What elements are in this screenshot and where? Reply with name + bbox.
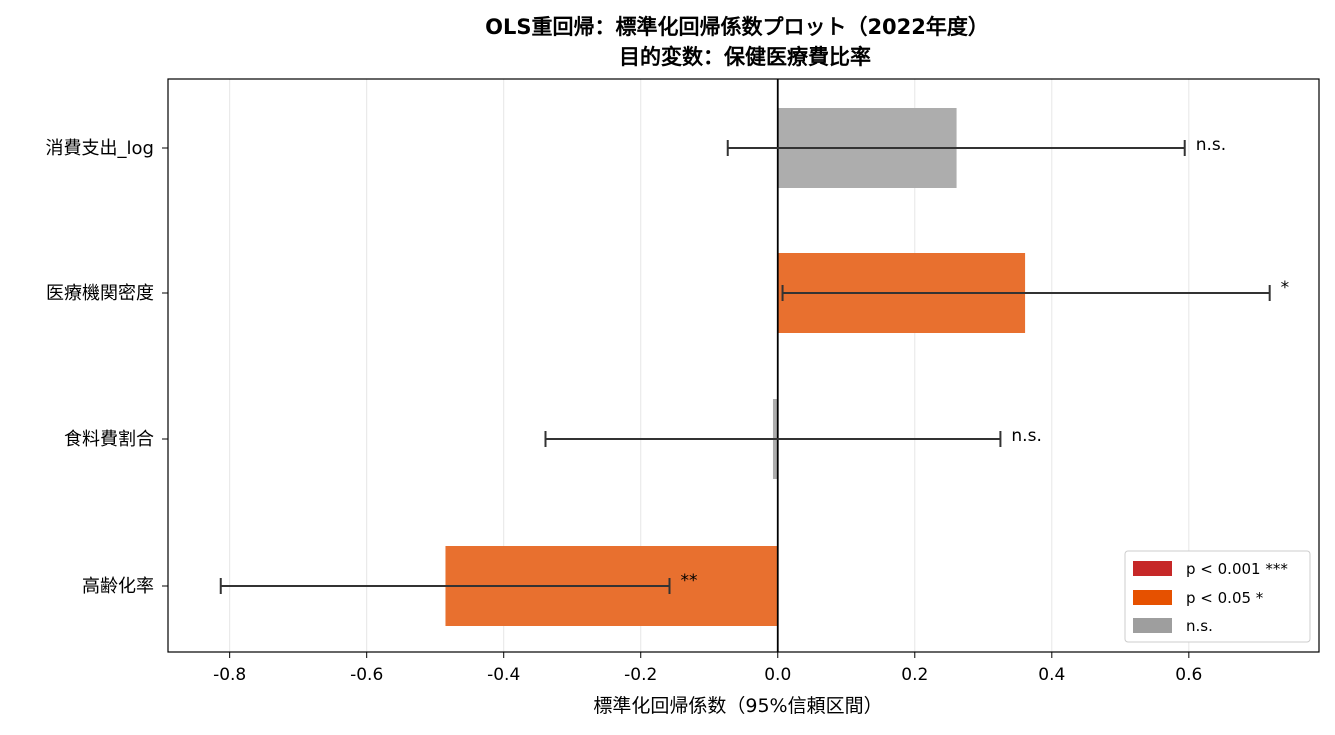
x-tick-label: -0.4	[487, 665, 520, 685]
x-axis-title: 標準化回帰係数（95%信頼区間）	[593, 695, 882, 717]
bars	[445, 108, 1026, 626]
legend: p < 0.001 *** p < 0.05 * n.s.	[1124, 550, 1311, 643]
x-tick-label: 0.2	[901, 665, 928, 685]
chart-title-line-2: 目的変数：保健医療費比率	[619, 45, 871, 69]
plot-frame	[167, 78, 1320, 653]
chart-title-line-1: OLS重回帰：標準化回帰係数プロット（2022年度）	[485, 15, 989, 39]
significance-label: *	[1281, 278, 1290, 298]
legend-label-ns: n.s.	[1186, 617, 1213, 635]
legend-swatch-ns	[1133, 618, 1172, 633]
error-bars	[219, 140, 1271, 594]
significance-label: n.s.	[1011, 426, 1041, 446]
significance-label: n.s.	[1196, 135, 1226, 155]
legend-label-p001: p < 0.001 ***	[1186, 560, 1288, 578]
x-tick-label: -0.8	[213, 665, 246, 685]
x-tick-label: 0.6	[1175, 665, 1202, 685]
legend-swatch-p001	[1133, 561, 1172, 576]
x-tick-label: -0.2	[624, 665, 657, 685]
significance-label: **	[681, 571, 698, 591]
y-tick-label: 消費支出_log	[46, 138, 154, 159]
x-tick-label: -0.6	[350, 665, 383, 685]
y-tick-label: 医療機関密度	[46, 283, 154, 304]
x-tick-label: 0.0	[764, 665, 791, 685]
x-tick-label: 0.4	[1038, 665, 1065, 685]
y-tick-label: 高齢化率	[82, 576, 154, 597]
legend-swatch-p05	[1133, 590, 1172, 605]
significance-labels: n.s. * n.s. **	[681, 135, 1290, 591]
y-tick-label: 食料費割合	[64, 429, 154, 450]
legend-label-p05: p < 0.05 *	[1186, 589, 1264, 607]
x-axis-ticks: -0.8 -0.6 -0.4 -0.2 0.0 0.2 0.4 0.6	[213, 652, 1202, 685]
